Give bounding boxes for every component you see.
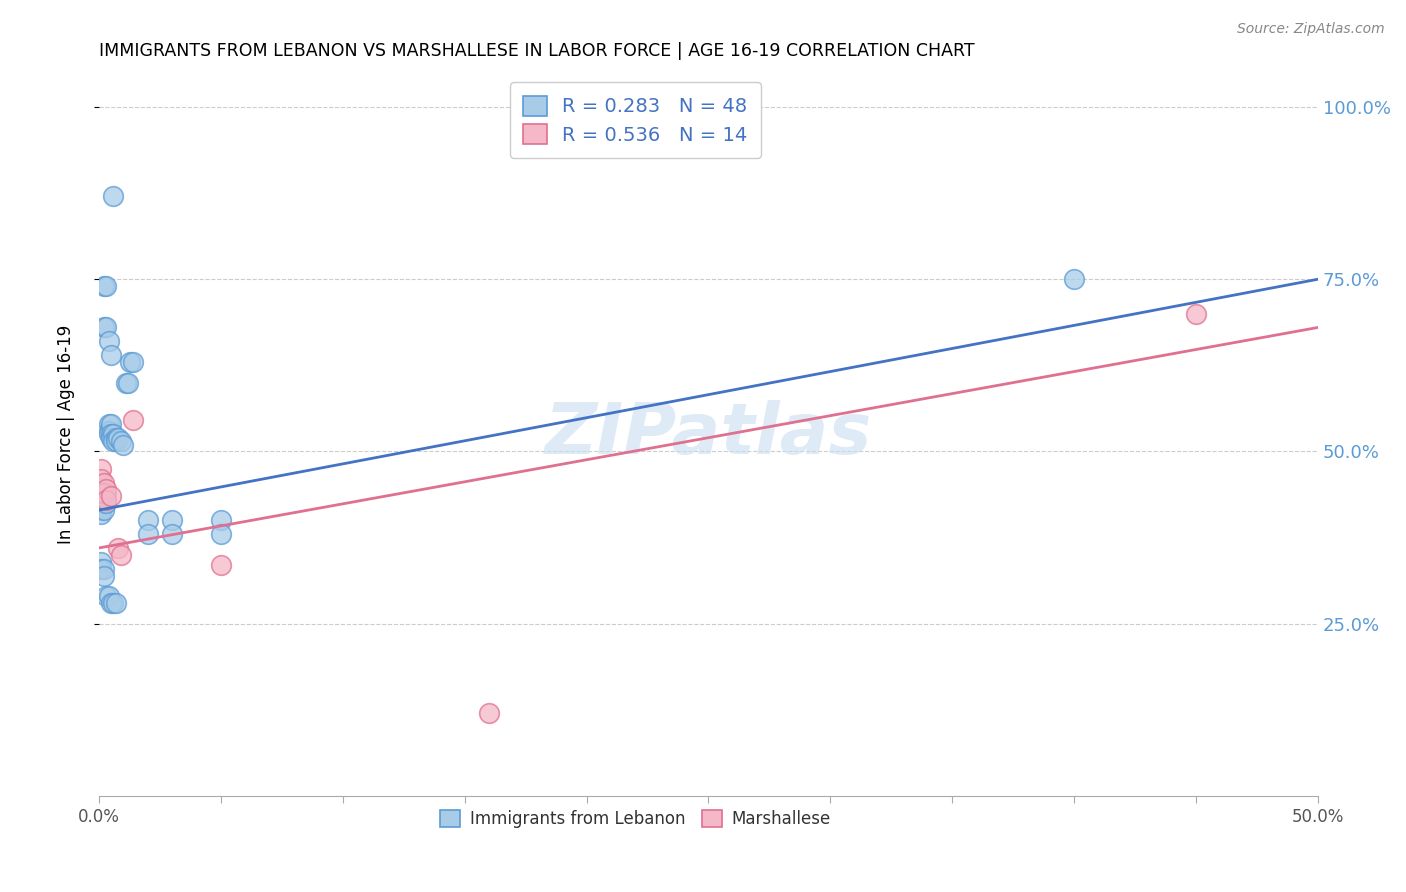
Point (114, 376, 136, 390)
Point (136, 513, 159, 527)
Point (93, 475, 115, 490)
Point (478, 706, 501, 721)
Text: ZIPatlas: ZIPatlas (544, 400, 872, 469)
Point (100, 427, 122, 442)
Point (93, 496, 115, 510)
Point (107, 541, 129, 555)
Point (90, 500, 112, 514)
Point (97, 427, 120, 442)
Point (93, 320, 115, 334)
Point (93, 486, 115, 500)
Point (110, 434, 132, 449)
Point (104, 596, 127, 610)
Point (90, 562, 112, 576)
Point (90, 507, 112, 521)
Point (90, 500, 112, 514)
Point (103, 434, 125, 449)
Point (93, 562, 115, 576)
Point (93, 279, 115, 293)
Point (94, 483, 117, 497)
Point (100, 417, 122, 431)
Point (97, 417, 120, 431)
Point (1063, 272, 1085, 286)
Legend: Immigrants from Lebanon, Marshallese: Immigrants from Lebanon, Marshallese (433, 804, 838, 835)
Point (104, 434, 127, 449)
Point (103, 596, 125, 610)
Point (103, 427, 125, 442)
Point (94, 492, 117, 507)
Point (107, 431, 129, 445)
Point (100, 431, 122, 445)
Point (94, 589, 117, 603)
Point (103, 189, 125, 203)
Point (160, 527, 183, 541)
Point (120, 355, 142, 369)
Point (90, 555, 112, 569)
Point (100, 489, 122, 503)
Point (1185, 307, 1208, 321)
Point (94, 486, 117, 500)
Point (90, 486, 112, 500)
Point (136, 527, 159, 541)
Point (97, 424, 120, 438)
Point (100, 596, 122, 610)
Point (122, 413, 145, 427)
Point (93, 568, 115, 582)
Point (209, 527, 232, 541)
Point (100, 348, 122, 362)
Point (94, 279, 117, 293)
Point (117, 376, 139, 390)
Point (112, 437, 135, 451)
Text: Source: ZipAtlas.com: Source: ZipAtlas.com (1237, 22, 1385, 37)
Point (93, 486, 115, 500)
Point (90, 461, 112, 475)
Point (122, 355, 145, 369)
Point (93, 492, 115, 507)
Point (90, 492, 112, 507)
Text: IMMIGRANTS FROM LEBANON VS MARSHALLESE IN LABOR FORCE | AGE 16-19 CORRELATION CH: IMMIGRANTS FROM LEBANON VS MARSHALLESE I… (98, 42, 974, 60)
Point (94, 320, 117, 334)
Point (209, 513, 232, 527)
Point (94, 496, 117, 510)
Point (160, 513, 183, 527)
Point (97, 334, 120, 349)
Y-axis label: In Labor Force | Age 16-19: In Labor Force | Age 16-19 (58, 325, 75, 544)
Point (97, 589, 120, 603)
Point (90, 503, 112, 517)
Point (93, 503, 115, 517)
Point (90, 472, 112, 486)
Point (209, 558, 232, 573)
Point (110, 548, 132, 562)
Point (94, 492, 117, 507)
Point (104, 431, 127, 445)
Point (90, 486, 112, 500)
